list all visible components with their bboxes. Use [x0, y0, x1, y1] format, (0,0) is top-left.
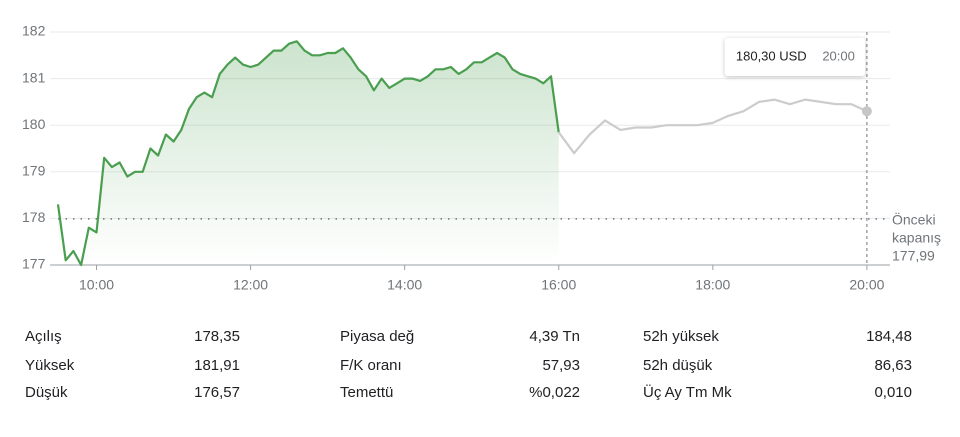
stat-value: 4,39 Tn	[529, 328, 580, 345]
y-tick-label: 177	[22, 256, 46, 272]
stat-value: 178,35	[194, 328, 240, 345]
stat-label: F/K oranı	[340, 357, 402, 374]
y-tick-label: 178	[22, 209, 46, 225]
stat-value: 181,91	[194, 357, 240, 374]
tooltip-price: 180,30 USD	[736, 48, 807, 63]
area-fill	[58, 41, 559, 265]
stat-label: Piyasa değ	[340, 328, 414, 345]
stat-label: Yüksek	[25, 357, 75, 374]
stat-label: Temettü	[340, 384, 393, 401]
previous-close-title: kapanış	[892, 230, 941, 246]
x-tick-label: 18:00	[695, 277, 730, 293]
price-line	[557, 98, 868, 155]
stat-value: %0,022	[529, 384, 580, 401]
stat-label: Düşük	[25, 384, 68, 401]
stat-label: 52h yüksek	[643, 328, 719, 345]
x-tick-label: 20:00	[849, 277, 884, 293]
stat-value: 0,010	[874, 384, 912, 401]
stat-label: Açılış	[25, 328, 62, 345]
stat-value: 57,93	[542, 357, 580, 374]
hover-dot	[861, 106, 872, 117]
previous-close-title: Önceki	[892, 211, 936, 228]
y-tick-label: 180	[22, 116, 46, 132]
x-tick-label: 10:00	[79, 277, 114, 293]
y-tick-label: 182	[22, 23, 46, 39]
stat-label: Üç Ay Tm Mk	[643, 383, 732, 401]
tooltip-time: 20:00	[822, 48, 855, 63]
tooltip-box	[724, 38, 865, 76]
previous-close-label: 177,99	[892, 248, 935, 264]
stat-value: 86,63	[874, 357, 912, 374]
stat-value: 184,48	[866, 328, 912, 345]
stat-value: 176,57	[194, 384, 240, 401]
x-tick-label: 12:00	[233, 277, 268, 293]
x-tick-label: 14:00	[387, 277, 422, 293]
x-tick-label: 16:00	[541, 277, 576, 293]
y-tick-label: 181	[22, 69, 46, 85]
stat-label: 52h düşük	[643, 357, 713, 374]
y-tick-label: 179	[22, 163, 46, 179]
price-line	[56, 40, 560, 267]
